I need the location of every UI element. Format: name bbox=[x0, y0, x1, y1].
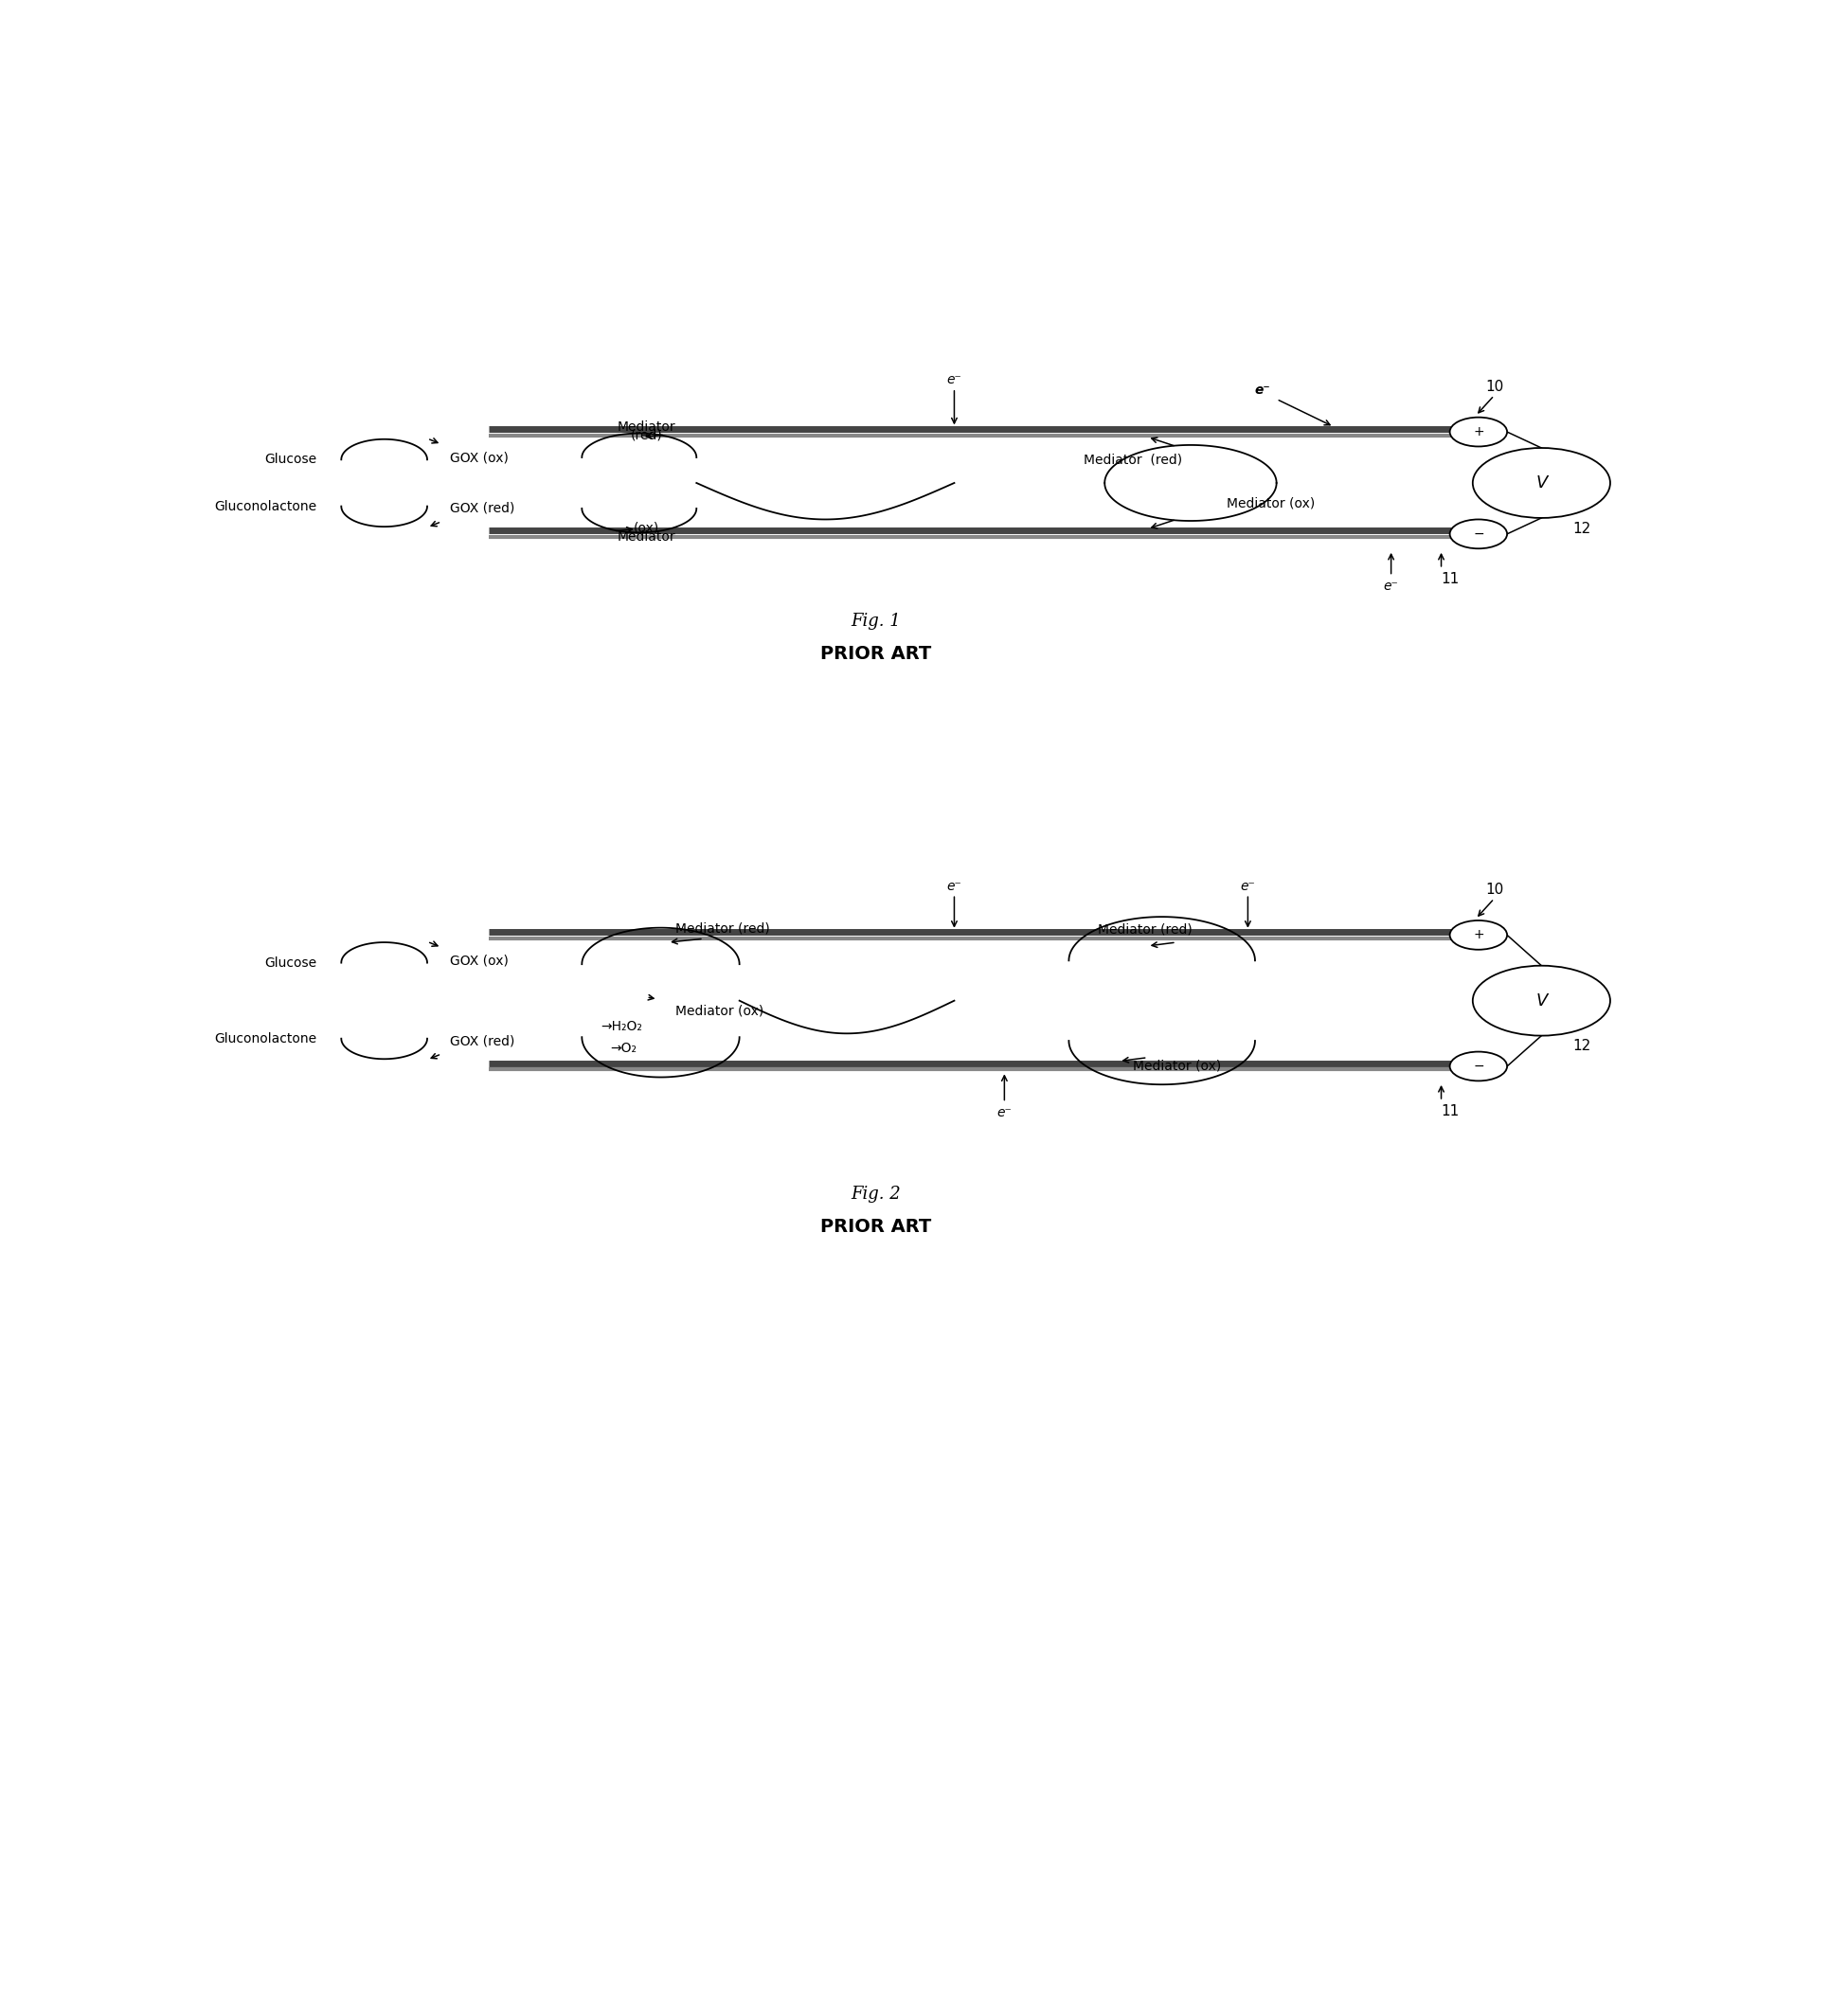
Text: (red): (red) bbox=[630, 428, 662, 442]
Circle shape bbox=[1473, 448, 1610, 518]
Circle shape bbox=[1451, 920, 1508, 950]
Text: e⁻: e⁻ bbox=[946, 374, 961, 386]
Text: Glucose: Glucose bbox=[264, 956, 318, 968]
Text: e⁻: e⁻ bbox=[1384, 578, 1399, 592]
Text: Mediator: Mediator bbox=[617, 420, 676, 434]
Text: Mediator (ox): Mediator (ox) bbox=[1227, 496, 1314, 510]
Text: Glucose: Glucose bbox=[264, 452, 318, 466]
Text: V: V bbox=[1536, 474, 1547, 492]
Circle shape bbox=[1451, 1053, 1508, 1081]
Text: 10: 10 bbox=[1486, 882, 1502, 896]
Text: →H₂O₂: →H₂O₂ bbox=[601, 1021, 641, 1033]
Text: (ox): (ox) bbox=[634, 522, 660, 534]
Text: 12: 12 bbox=[1573, 522, 1591, 536]
Circle shape bbox=[1451, 520, 1508, 548]
Text: Mediator: Mediator bbox=[617, 530, 676, 544]
Text: PRIOR ART: PRIOR ART bbox=[821, 644, 931, 662]
Text: 11: 11 bbox=[1441, 1105, 1460, 1119]
Text: e⁻: e⁻ bbox=[946, 880, 961, 892]
Text: Gluconolactone: Gluconolactone bbox=[214, 1033, 318, 1045]
Text: Mediator (ox): Mediator (ox) bbox=[675, 1005, 763, 1019]
Text: →O₂: →O₂ bbox=[610, 1041, 638, 1055]
Text: 10: 10 bbox=[1486, 380, 1502, 394]
Circle shape bbox=[1451, 418, 1508, 446]
Text: e⁻: e⁻ bbox=[1240, 880, 1255, 892]
Text: e⁻: e⁻ bbox=[1255, 384, 1270, 396]
Text: 12: 12 bbox=[1573, 1039, 1591, 1053]
Text: Mediator (ox): Mediator (ox) bbox=[1133, 1059, 1222, 1073]
Text: −: − bbox=[1473, 1061, 1484, 1073]
Text: +: + bbox=[1473, 928, 1484, 942]
Text: Mediator  (red): Mediator (red) bbox=[1083, 452, 1181, 466]
Text: Fig. 2: Fig. 2 bbox=[850, 1185, 900, 1203]
Text: Gluconolactone: Gluconolactone bbox=[214, 500, 318, 512]
Text: GOX (ox): GOX (ox) bbox=[451, 954, 508, 966]
Text: GOX (red): GOX (red) bbox=[451, 1035, 516, 1047]
Text: −: − bbox=[1473, 528, 1484, 540]
Text: Mediator (red): Mediator (red) bbox=[1098, 922, 1192, 936]
Circle shape bbox=[1473, 966, 1610, 1037]
Text: GOX (ox): GOX (ox) bbox=[451, 450, 508, 464]
Text: Mediator (red): Mediator (red) bbox=[675, 922, 769, 934]
Text: +: + bbox=[1473, 426, 1484, 438]
Text: GOX (red): GOX (red) bbox=[451, 502, 516, 514]
Text: e⁻: e⁻ bbox=[996, 1107, 1013, 1121]
Text: Fig. 1: Fig. 1 bbox=[850, 612, 900, 630]
Text: V: V bbox=[1536, 992, 1547, 1009]
Text: 11: 11 bbox=[1441, 572, 1460, 586]
Text: PRIOR ART: PRIOR ART bbox=[821, 1219, 931, 1237]
